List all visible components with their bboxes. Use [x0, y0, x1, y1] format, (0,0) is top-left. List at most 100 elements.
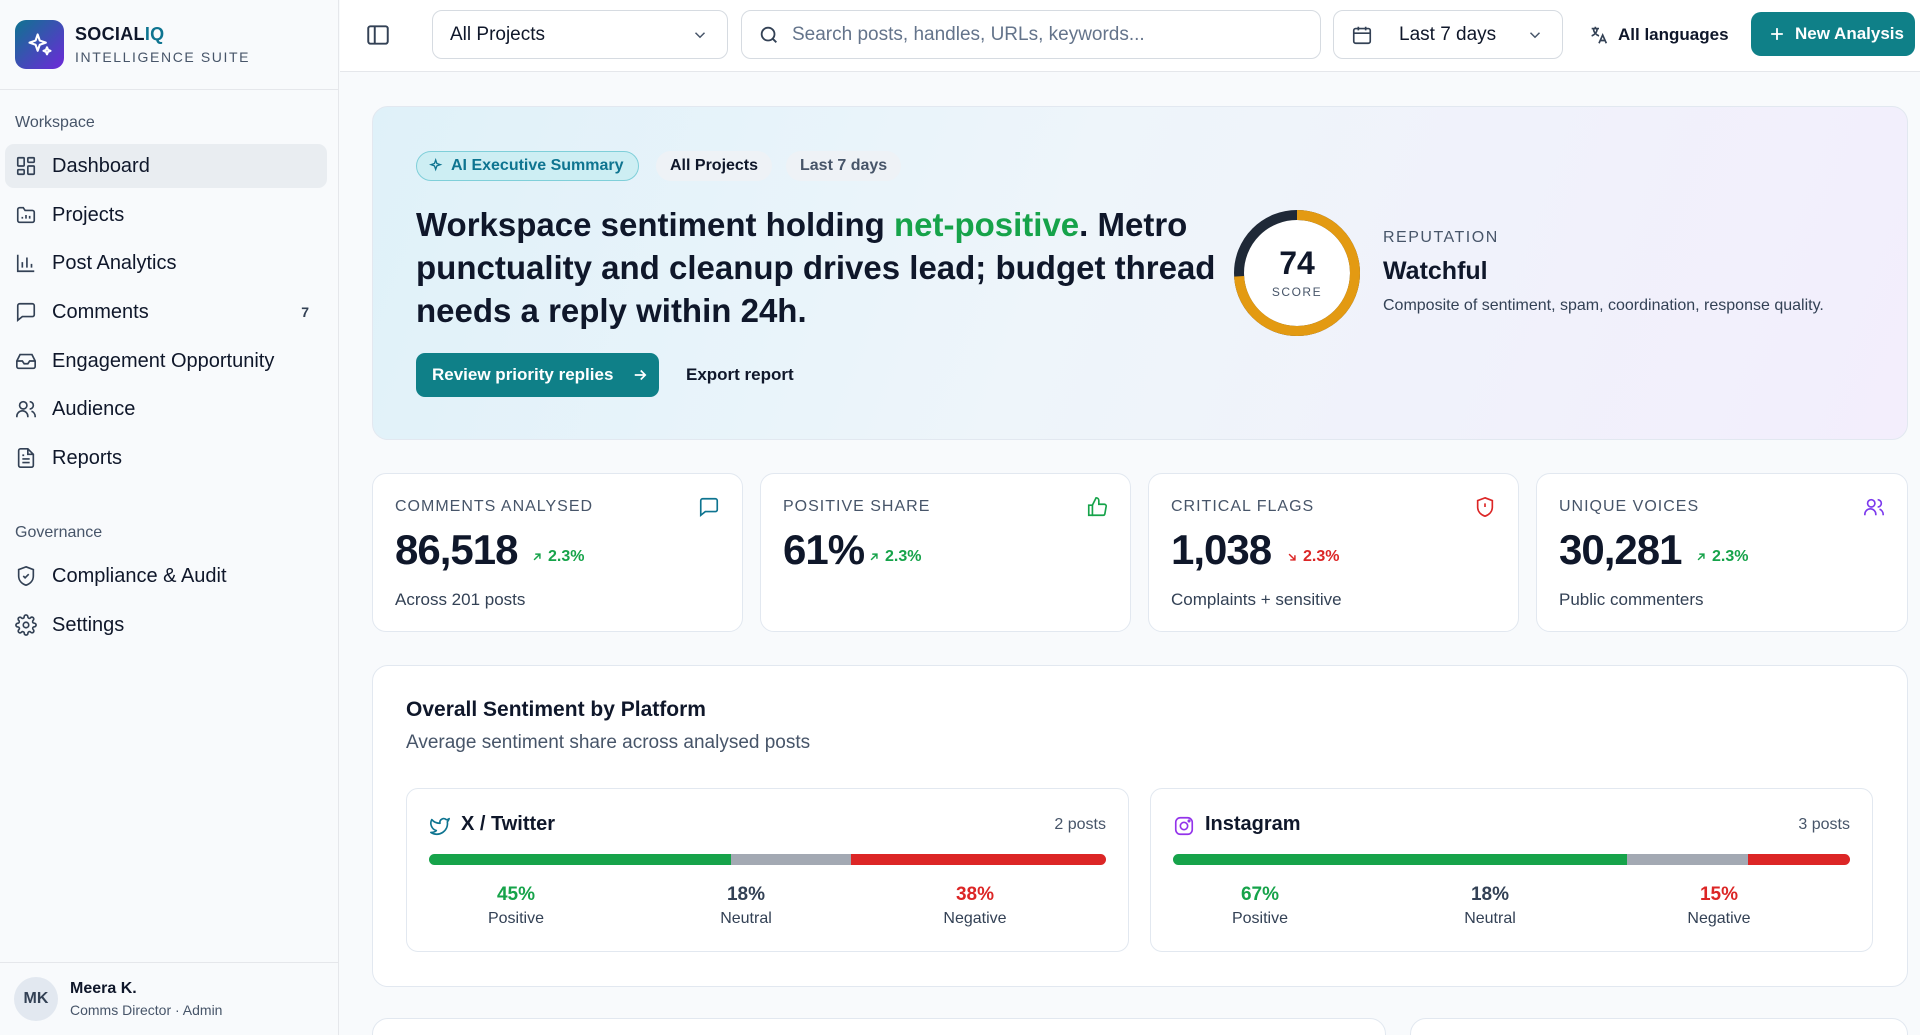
positive-stat: 45% Positive	[487, 884, 545, 927]
kpi-positive-share[interactable]: POSITIVE SHARE 61% 2.3%	[760, 473, 1131, 632]
summary-headline: Workspace sentiment holding net-positive…	[416, 206, 1216, 329]
sidebar-toggle-icon[interactable]	[365, 22, 391, 48]
calendar-icon	[1352, 26, 1372, 44]
kpi-delta: 2.3%	[1285, 548, 1339, 566]
arrow-up-right-icon	[870, 553, 878, 561]
new-analysis-label: New Analysis	[1795, 24, 1904, 43]
sidebar-item-label: Settings	[52, 613, 125, 636]
negative-stat: 15% Negative	[1687, 884, 1751, 927]
sidebar-item-label: Audience	[52, 397, 136, 420]
sidebar-item-label: Projects	[52, 203, 125, 226]
section-title: Overall Sentiment by Platform	[406, 698, 706, 721]
brand[interactable]: SOCIALIQ INTELLIGENCE SUITE	[0, 0, 338, 90]
translate-icon	[1591, 26, 1608, 44]
sentiment-by-platform-card: Overall Sentiment by Platform Average se…	[372, 665, 1908, 987]
twitter-icon	[430, 817, 450, 836]
shield-alert-icon	[1476, 496, 1494, 518]
platform-card-instagram[interactable]: Instagram 3 posts 67% Positive 18% Neutr…	[1150, 788, 1873, 952]
negative-segment	[1748, 854, 1850, 865]
inbox-icon	[16, 353, 36, 370]
positive-segment	[1173, 854, 1627, 865]
platform-card-twitter[interactable]: X / Twitter 2 posts 45% Positive 18% Neu…	[406, 788, 1129, 952]
ai-summary-card: AI Executive Summary All Projects Last 7…	[372, 106, 1908, 440]
sidebar-item-label: Dashboard	[52, 154, 150, 177]
sidebar-item-label: Compliance & Audit	[52, 564, 227, 587]
reputation-score-gauge: 74 SCORE	[1231, 207, 1363, 339]
neutral-segment	[1626, 854, 1749, 865]
comments-count-badge: 7	[301, 304, 309, 320]
kpi-delta: 2.3%	[867, 548, 921, 566]
plus-icon	[1771, 28, 1783, 40]
negative-stat: 38% Negative	[943, 884, 1007, 927]
project-chip: All Projects	[656, 151, 773, 181]
reputation-description: Composite of sentiment, spam, coordinati…	[1383, 297, 1824, 314]
chevron-down-icon	[1529, 31, 1541, 38]
sentiment-bar	[429, 854, 1106, 865]
avatar: MK	[14, 977, 58, 1021]
sidebar-item-engagement-opportunity[interactable]: Engagement Opportunity	[5, 339, 327, 383]
neutral-stat: 18% Neutral	[720, 884, 772, 927]
sidebar-item-audience[interactable]: Audience	[5, 387, 327, 431]
instagram-icon	[1174, 816, 1194, 836]
bar-chart-icon	[16, 254, 35, 273]
dashboard-icon	[16, 156, 36, 176]
topbar: All Projects Search posts, handles, URLs…	[340, 0, 1920, 72]
kpi-comments-analysed[interactable]: COMMENTS ANALYSED 86,518 2.3% Across 201…	[372, 473, 743, 632]
arrow-right-icon	[635, 369, 647, 381]
language-select[interactable]: All languages	[1588, 24, 1729, 46]
chevron-down-icon	[694, 31, 706, 38]
search-field[interactable]: Search posts, handles, URLs, keywords...	[741, 10, 1321, 59]
export-report-button[interactable]: Export report	[686, 365, 794, 384]
neutral-stat: 18% Neutral	[1464, 884, 1516, 927]
sidebar-item-comments[interactable]: Comments 7	[5, 290, 327, 334]
user-role: Comms Director · Admin	[70, 1002, 223, 1018]
user-name: Meera K.	[70, 980, 137, 997]
new-analysis-button[interactable]: New Analysis	[1751, 12, 1915, 56]
sidebar-item-label: Reports	[52, 446, 123, 469]
date-range-chip: Last 7 days	[786, 151, 902, 181]
project-select-value: All Projects	[450, 23, 546, 45]
sidebar-item-compliance-audit[interactable]: Compliance & Audit	[5, 554, 327, 598]
score-label: SCORE	[1271, 285, 1323, 299]
sidebar-item-post-analytics[interactable]: Post Analytics	[5, 241, 327, 285]
date-range-select[interactable]: Last 7 days	[1333, 10, 1563, 59]
kpi-delta: 2.3%	[1694, 548, 1748, 566]
review-priority-replies-button[interactable]: Review priority replies	[416, 353, 659, 397]
nav-section-governance: Governance	[15, 524, 103, 541]
sidebar: SOCIALIQ INTELLIGENCE SUITE Workspace Da…	[0, 0, 339, 1035]
kpi-critical-flags[interactable]: CRITICAL FLAGS 1,038 2.3% Complaints + s…	[1148, 473, 1519, 632]
search-input[interactable]: Search posts, handles, URLs, keywords...	[792, 23, 1145, 45]
sidebar-item-label: Post Analytics	[52, 251, 177, 274]
comment-icon	[699, 497, 719, 517]
search-icon	[760, 26, 777, 43]
user-profile[interactable]: MK Meera K. Comms Director · Admin	[0, 962, 339, 1035]
negative-segment	[851, 854, 1106, 865]
kpi-unique-voices[interactable]: UNIQUE VOICES 30,281 2.3% Public comment…	[1536, 473, 1908, 632]
sentiment-bar	[1173, 854, 1850, 865]
positive-segment	[429, 854, 731, 865]
brand-name: SOCIALIQ	[75, 24, 165, 44]
sparkles-logo-icon	[15, 20, 64, 69]
sidebar-item-dashboard[interactable]: Dashboard	[5, 144, 327, 188]
gear-icon	[15, 614, 37, 636]
section-subtitle: Average sentiment share across analysed …	[406, 732, 811, 753]
sidebar-item-label: Comments	[52, 300, 149, 323]
sparkles-icon	[429, 158, 443, 172]
score-value: 74	[1279, 245, 1315, 281]
nav-section-workspace: Workspace	[15, 114, 95, 131]
brand-subtitle: INTELLIGENCE SUITE	[75, 49, 251, 65]
reputation-label: REPUTATION	[1383, 229, 1499, 246]
arrow-up-right-icon	[533, 553, 541, 561]
comment-icon	[16, 302, 36, 322]
sidebar-item-reports[interactable]: Reports	[5, 436, 327, 480]
lower-card-left	[372, 1018, 1386, 1035]
gauge-arc	[1234, 210, 1360, 336]
positive-stat: 67% Positive	[1231, 884, 1289, 927]
sidebar-item-settings[interactable]: Settings	[5, 603, 327, 647]
language-label: All languages	[1618, 25, 1729, 44]
arrow-down-right-icon	[1288, 553, 1296, 561]
project-select[interactable]: All Projects	[432, 10, 728, 59]
sidebar-item-projects[interactable]: Projects	[5, 193, 327, 237]
kpi-delta: 2.3%	[530, 548, 584, 566]
users-icon	[1864, 498, 1884, 516]
